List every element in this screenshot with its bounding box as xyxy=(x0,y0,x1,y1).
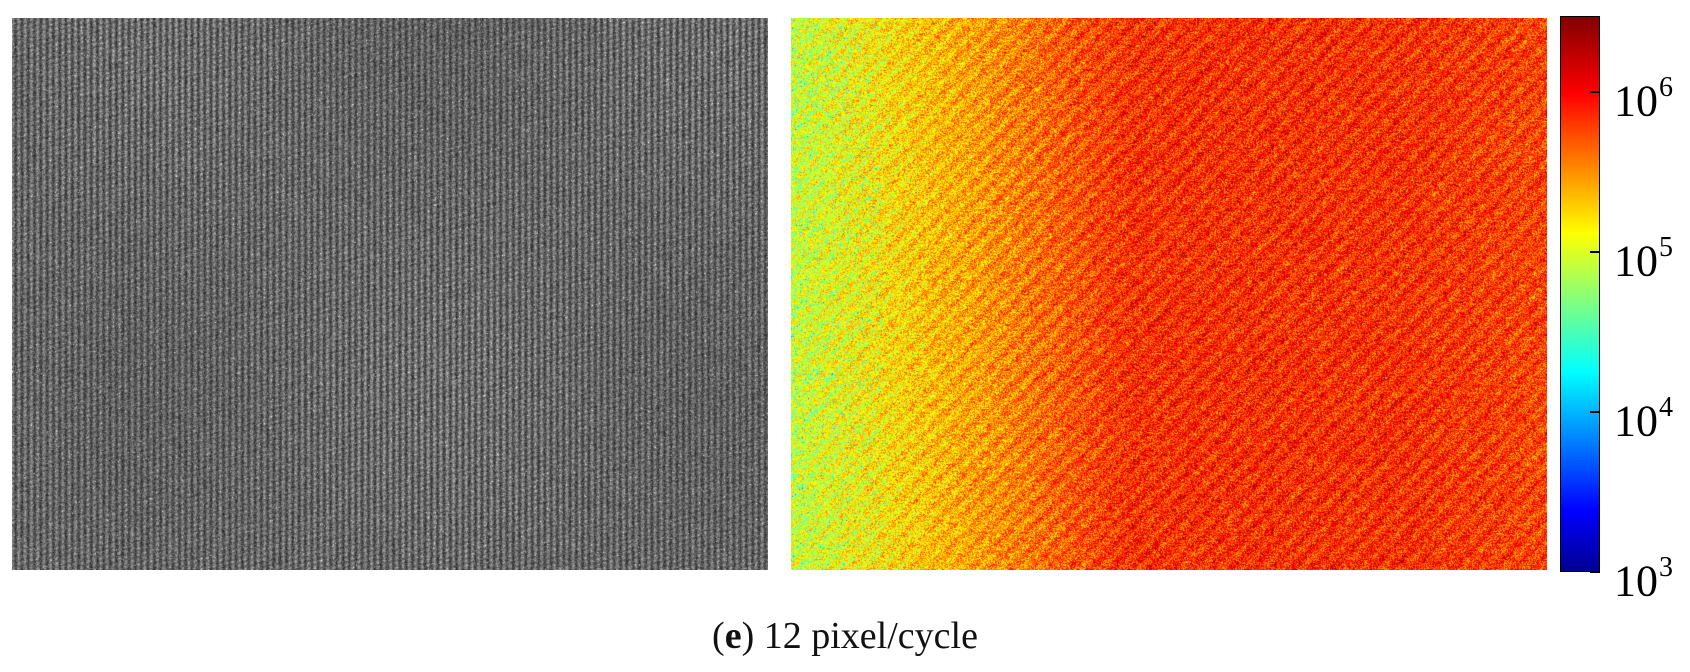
caption-text: 12 pixel/cycle xyxy=(763,615,978,657)
colorbar-tick-label: 105 xyxy=(1614,232,1673,286)
heatmap-canvas xyxy=(791,18,1547,570)
grayscale-fringe-image xyxy=(12,18,768,570)
colorbar-tick-mark xyxy=(1590,571,1600,573)
colorbar-tick-mark xyxy=(1590,251,1600,254)
heatmap-image xyxy=(791,18,1547,570)
colorbar-tick-label: 104 xyxy=(1614,392,1673,446)
colorbar-tick-label: 103 xyxy=(1614,552,1673,606)
colorbar-tick-mark xyxy=(1590,411,1600,414)
colorbar-tick-label: 106 xyxy=(1614,72,1673,126)
figure-caption: (e) 12 pixel/cycle xyxy=(712,615,978,657)
colorbar-tick-mark xyxy=(1590,91,1600,94)
colorbar xyxy=(1560,16,1600,572)
colorbar-gradient xyxy=(1560,16,1600,572)
caption-panel-letter: e xyxy=(724,615,742,657)
grayscale-fringe-canvas xyxy=(12,18,768,570)
